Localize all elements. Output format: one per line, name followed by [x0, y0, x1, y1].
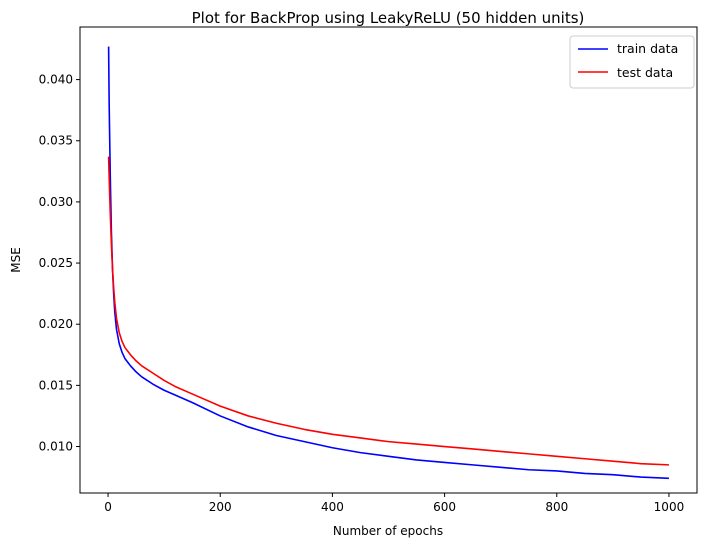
y-tick-label: 0.020 — [39, 317, 73, 331]
x-tick-label: 1000 — [654, 500, 685, 514]
plot-frame — [79, 26, 698, 494]
legend: train data test data — [569, 35, 695, 89]
y-tick-label: 0.015 — [39, 378, 73, 392]
x-tick-label: 600 — [433, 500, 456, 514]
legend-label-test: test data — [617, 65, 673, 80]
x-tick-label: 0 — [104, 500, 112, 514]
x-axis-label: Number of epochs — [333, 524, 443, 538]
series-line-test-data — [107, 156, 669, 466]
x-tick-label: 200 — [209, 500, 232, 514]
y-tick-label: 0.040 — [39, 73, 73, 87]
x-tick-label: 800 — [545, 500, 568, 514]
plot-area — [80, 27, 697, 493]
y-axis: 0.010 0.015 0.020 0.025 0.030 0.035 0.040 — [39, 73, 80, 454]
y-tick-label: 0.035 — [39, 134, 73, 148]
x-axis: 0 200 400 600 800 1000 — [104, 493, 684, 514]
y-tick-label: 0.030 — [39, 195, 73, 209]
y-tick-label: 0.025 — [39, 256, 73, 270]
y-tick-label: 0.010 — [39, 440, 73, 454]
chart-title: Plot for BackProp using LeakyReLU (50 hi… — [192, 9, 585, 27]
x-tick-label: 400 — [321, 500, 344, 514]
legend-label-train: train data — [617, 41, 678, 56]
series-layer — [107, 46, 669, 480]
y-axis-label: MSE — [9, 247, 23, 273]
